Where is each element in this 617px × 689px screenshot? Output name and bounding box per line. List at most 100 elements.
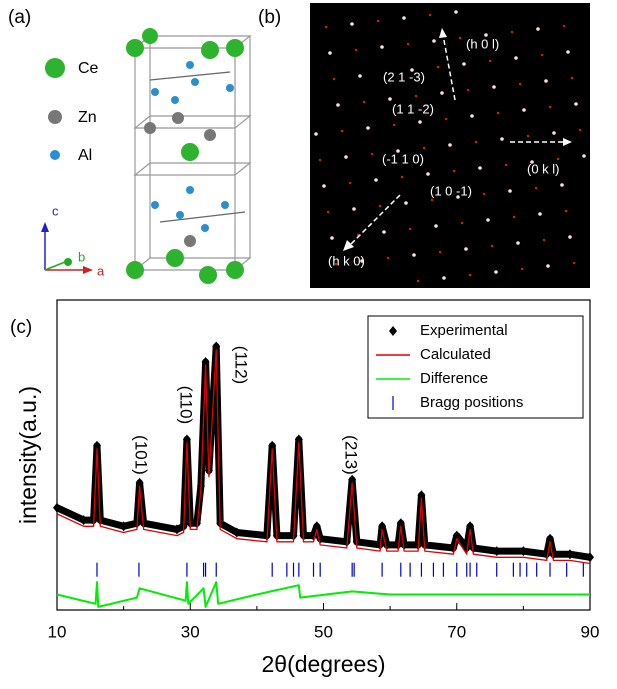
series-line xyxy=(56,581,590,608)
spot xyxy=(370,152,374,156)
spot xyxy=(540,53,544,57)
spot xyxy=(546,264,550,268)
spot xyxy=(360,259,364,263)
legend-box xyxy=(367,315,584,419)
data-point xyxy=(268,440,277,451)
spot xyxy=(384,71,388,75)
spot xyxy=(404,201,408,205)
x-tick-label: 10 xyxy=(48,622,67,641)
spot xyxy=(488,59,492,63)
spot xyxy=(440,91,444,95)
spot xyxy=(408,227,412,231)
annotation: (-1 1 0) xyxy=(382,151,424,166)
data-point xyxy=(452,530,461,541)
annotation: (1 0 -1) xyxy=(430,183,472,198)
spot xyxy=(570,76,574,80)
annotation: (h k 0) xyxy=(328,253,365,268)
spot xyxy=(568,235,572,239)
spot xyxy=(448,143,452,147)
data-point xyxy=(348,474,357,485)
data-point xyxy=(135,477,144,488)
spot xyxy=(388,97,392,101)
annotation: (1 1 -2) xyxy=(392,101,434,116)
data-point xyxy=(519,546,528,557)
plot: 10 30 50 70 90 2θ(degrees) intensity(a.u.) (101… xyxy=(15,299,599,677)
spot xyxy=(478,166,482,170)
axis-glyph-label: c xyxy=(52,203,59,218)
data-point xyxy=(400,539,409,550)
data-point xyxy=(294,434,303,445)
spot xyxy=(436,65,440,69)
legend-swatch xyxy=(48,110,62,124)
spot xyxy=(396,149,400,153)
spot xyxy=(340,129,344,133)
legend-label: Calculated xyxy=(420,346,491,363)
spot xyxy=(462,62,466,66)
spot xyxy=(518,82,522,86)
spot xyxy=(544,79,548,83)
spot xyxy=(376,19,380,23)
data-point xyxy=(546,533,555,544)
legend-marker xyxy=(389,326,397,336)
spot xyxy=(484,33,488,37)
x-tick-label: 30 xyxy=(181,622,200,641)
annotation: (h 0 l) xyxy=(466,36,499,51)
data-point xyxy=(378,521,387,532)
spot xyxy=(318,158,322,162)
spot xyxy=(410,68,414,72)
x-tick-label: 70 xyxy=(447,622,466,641)
spot xyxy=(350,22,354,26)
spot xyxy=(520,267,524,271)
spot xyxy=(422,146,426,150)
panel-label: (b) xyxy=(258,7,281,28)
spot xyxy=(438,250,442,254)
spot xyxy=(358,74,362,78)
spot xyxy=(508,189,512,193)
x-tick-label: 50 xyxy=(314,622,333,641)
data-point xyxy=(79,515,88,526)
spot xyxy=(334,262,338,266)
spot xyxy=(344,155,348,159)
spot xyxy=(534,186,538,190)
legend-swatch xyxy=(50,150,60,160)
data-point xyxy=(201,357,210,367)
axis-glyph-label: a xyxy=(97,263,105,278)
spot xyxy=(330,236,334,240)
crystal-cell xyxy=(133,35,252,271)
legend-label: Difference xyxy=(420,370,488,387)
spot xyxy=(474,140,478,144)
data-point xyxy=(182,434,191,445)
spot xyxy=(354,48,358,52)
spot xyxy=(494,270,498,274)
legend-label: Bragg positions xyxy=(420,394,523,411)
spot xyxy=(442,276,446,280)
y-axis-label: intensity(a.u.) xyxy=(15,386,41,524)
spot xyxy=(434,224,438,228)
spot xyxy=(538,212,542,216)
spot xyxy=(500,137,504,141)
diffraction-spots xyxy=(314,10,586,283)
axis-glyph-label: b xyxy=(78,249,85,264)
spot xyxy=(452,169,456,173)
spot xyxy=(458,36,462,40)
spot xyxy=(556,157,560,161)
spot xyxy=(332,77,336,81)
spot xyxy=(510,30,514,34)
spot xyxy=(460,221,464,225)
spot xyxy=(362,100,366,104)
legend-label: Al xyxy=(78,147,92,164)
spot xyxy=(578,128,582,132)
spot xyxy=(412,253,416,257)
data-point xyxy=(119,521,128,532)
spot xyxy=(522,108,526,112)
spot xyxy=(536,27,540,31)
spot xyxy=(466,88,470,92)
data-point xyxy=(566,549,575,560)
spot xyxy=(454,10,458,14)
peak-annotation: (112) xyxy=(232,346,251,384)
spot xyxy=(336,103,340,107)
spot xyxy=(414,94,418,98)
panel-label: (a) xyxy=(8,7,31,28)
spot xyxy=(548,105,552,109)
